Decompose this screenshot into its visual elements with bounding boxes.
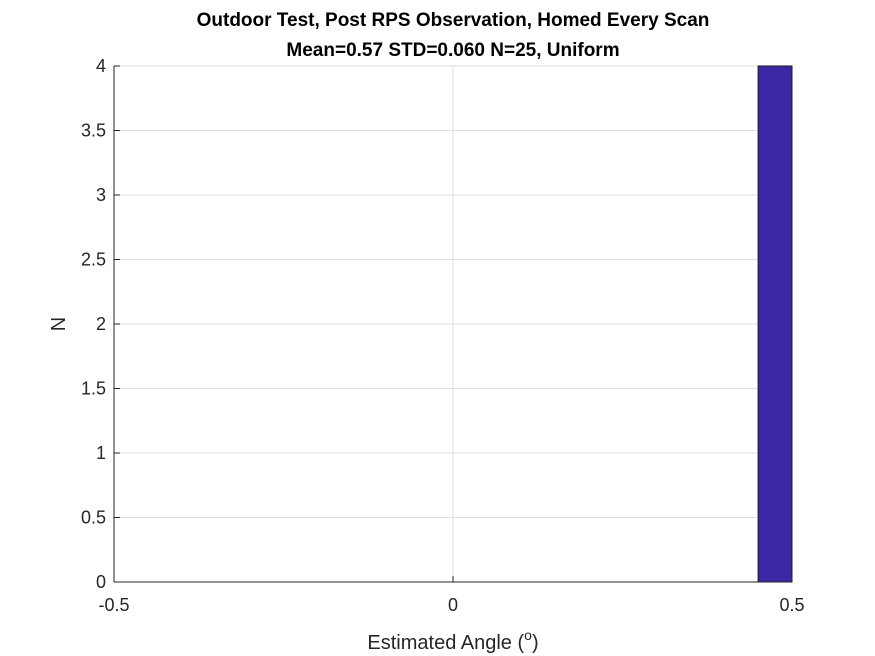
x-axis-label: Estimated Angle (o): [367, 627, 538, 654]
y-tick-label-8: 4: [96, 56, 106, 76]
y-tick-label-3: 1.5: [81, 379, 106, 399]
chart-subtitle: Mean=0.57 STD=0.060 N=25, Uniform: [286, 40, 619, 61]
x-tick-labels: -0.5 0 0.5: [98, 595, 804, 615]
y-tick-label-0: 0: [96, 572, 106, 592]
x-tick-label-0: -0.5: [98, 595, 129, 615]
histogram-bar-0: [757, 65, 793, 583]
x-tick-label-2: 0.5: [779, 595, 804, 615]
y-tick-label-6: 3: [96, 185, 106, 205]
y-tick-labels: 0 0.5 1 1.5 2 2.5 3 3.5 4: [81, 56, 106, 592]
axes: [113, 65, 793, 583]
chart-title: Outdoor Test, Post RPS Observation, Home…: [197, 10, 710, 31]
y-tick-label-7: 3.5: [81, 121, 106, 141]
y-tick-label-1: 0.5: [81, 508, 106, 528]
grid: [113, 65, 793, 583]
y-tick-label-2: 1: [96, 443, 106, 463]
y-tick-label-5: 2.5: [81, 250, 106, 270]
x-tick-label-1: 0: [448, 595, 458, 615]
x-axis-label-superscript: o: [524, 627, 532, 643]
y-tick-label-4: 2: [96, 314, 106, 334]
y-axis-label: N: [48, 317, 70, 331]
bars: [757, 65, 793, 583]
